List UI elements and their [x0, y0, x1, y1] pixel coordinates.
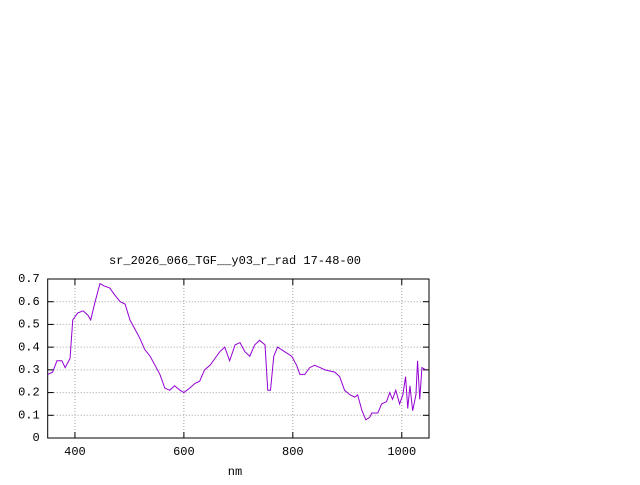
x-tick-label: 600	[173, 445, 195, 459]
x-tick-label: 1000	[387, 445, 416, 459]
chart-title: sr_2026_066_TGF__y03_r_rad 17-48-00	[109, 254, 361, 268]
y-tick-label: 0.2	[18, 386, 40, 400]
data-line	[47, 282, 426, 421]
plot-frame	[47, 278, 430, 439]
x-tick-label: 400	[64, 445, 86, 459]
y-tick-label: 0	[32, 431, 39, 445]
y-tick-label: 0.6	[18, 295, 40, 309]
y-tick-label: 0.7	[18, 272, 40, 286]
y-tick-label: 0.3	[18, 363, 40, 377]
x-axis-label: nm	[228, 465, 242, 479]
y-tick-label: 0.5	[18, 318, 40, 332]
x-tick-label: 800	[282, 445, 304, 459]
y-tick-label: 0.1	[18, 408, 40, 422]
y-tick-label: 0.4	[18, 340, 40, 354]
